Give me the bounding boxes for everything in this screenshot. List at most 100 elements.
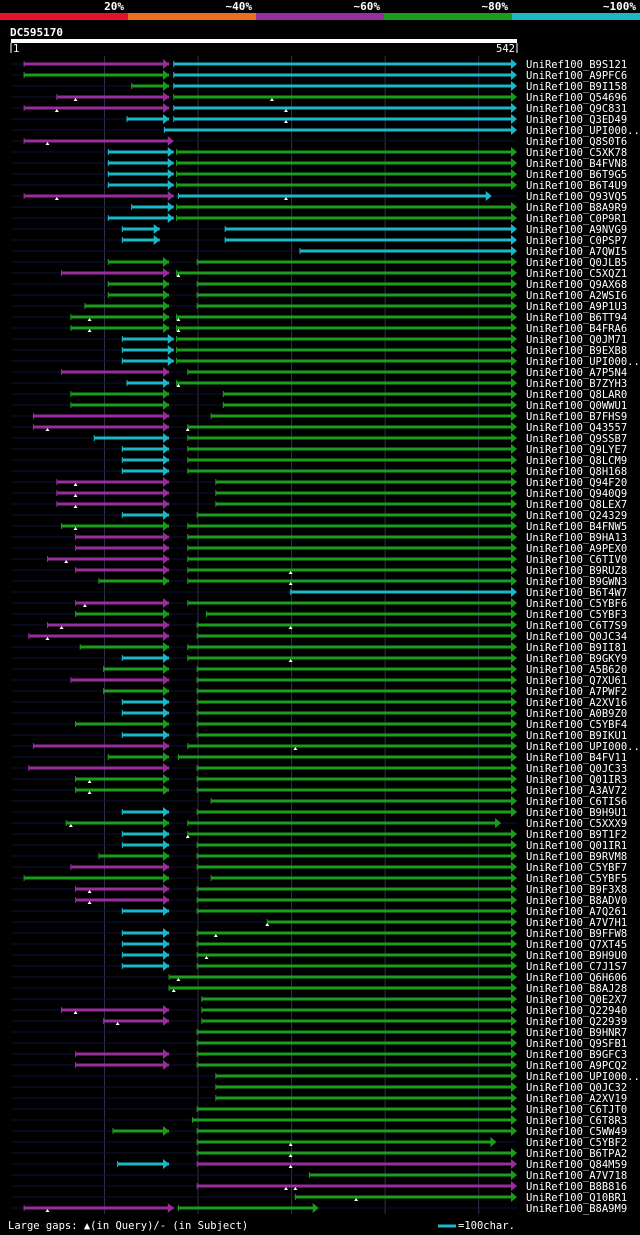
hit-row[interactable]: UniRef100_B9I158 (11, 81, 627, 93)
hit-row[interactable]: UniRef100_B7ZYH3 (11, 378, 627, 390)
hit-label[interactable]: UniRef100_Q0JC34 (526, 631, 627, 643)
hit-label[interactable]: UniRef100_B6TT94 (526, 312, 627, 324)
hit-row[interactable]: UniRef100_Q24329 (11, 510, 627, 522)
hit-label[interactable]: UniRef100_B9F3X8 (526, 884, 627, 896)
hit-label[interactable]: UniRef100_Q940Q9 (526, 488, 627, 500)
hit-row[interactable]: UniRef100_Q7XT45 (11, 939, 627, 951)
hit-row[interactable]: UniRef100_Q9SFB1 (11, 1038, 627, 1050)
hit-row[interactable]: UniRef100_Q8H168 (11, 466, 627, 478)
hit-row[interactable]: UniRef100_C5YBF6 (11, 598, 627, 610)
hit-row[interactable]: UniRef100_B8ADV0 (11, 895, 627, 907)
hit-row[interactable]: UniRef100_Q22940 (11, 1005, 627, 1017)
hit-row[interactable]: UniRef100_Q0WWU1 (11, 400, 627, 412)
hit-row[interactable]: UniRef100_Q8LAR0 (11, 389, 627, 401)
hit-row[interactable]: UniRef100_Q8S0T6 (11, 136, 627, 148)
hit-row[interactable]: UniRef100_B9IKU1 (11, 730, 627, 742)
hit-label[interactable]: UniRef100_B9GKY9 (526, 653, 627, 665)
hit-label[interactable]: UniRef100_UPI000.. (526, 1071, 640, 1083)
hit-label[interactable]: UniRef100_C5WW49 (526, 1126, 627, 1138)
hit-row[interactable]: UniRef100_Q10BR1 (11, 1192, 627, 1204)
hit-label[interactable]: UniRef100_Q7XU61 (526, 675, 627, 687)
hit-label[interactable]: UniRef100_C6T8R3 (526, 1115, 627, 1127)
hit-label[interactable]: UniRef100_B9H9U0 (526, 950, 627, 962)
hit-label[interactable]: UniRef100_C5YBF7 (526, 862, 627, 874)
hit-row[interactable]: UniRef100_B6T4W7 (11, 587, 627, 599)
hit-label[interactable]: UniRef100_Q0JC33 (526, 763, 627, 775)
hit-label[interactable]: UniRef100_B6T9G5 (526, 169, 627, 181)
hit-row[interactable]: UniRef100_B9HA13 (11, 532, 627, 544)
hit-label[interactable]: UniRef100_B8A9R9 (526, 202, 627, 214)
hit-row[interactable]: UniRef100_A9NVG9 (11, 224, 627, 236)
hit-label[interactable]: UniRef100_Q9SSB7 (526, 433, 627, 445)
hit-label[interactable]: UniRef100_Q8H168 (526, 466, 627, 478)
hit-label[interactable]: UniRef100_C5YBF4 (526, 719, 627, 731)
hit-row[interactable]: UniRef100_B4FV11 (11, 752, 627, 764)
hit-label[interactable]: UniRef100_B8AJ28 (526, 983, 627, 995)
hit-label[interactable]: UniRef100_B9HNR7 (526, 1027, 627, 1039)
hit-label[interactable]: UniRef100_C6TIS6 (526, 796, 627, 808)
hit-label[interactable]: UniRef100_B9FFW8 (526, 928, 627, 940)
hit-label[interactable]: UniRef100_C5YBF5 (526, 873, 627, 885)
hit-label[interactable]: UniRef100_A2XV19 (526, 1093, 627, 1105)
hit-row[interactable]: UniRef100_B8A9M9 (11, 1203, 627, 1215)
hit-row[interactable]: UniRef100_B4FRA6 (11, 323, 627, 335)
hit-row[interactable]: UniRef100_UPI000.. (11, 741, 640, 753)
hit-row[interactable]: UniRef100_B9II81 (11, 642, 627, 654)
hit-row[interactable]: UniRef100_B4FVN8 (11, 158, 627, 170)
hit-row[interactable]: UniRef100_A7QWI5 (11, 246, 627, 258)
hit-label[interactable]: UniRef100_Q9AX68 (526, 279, 627, 291)
hit-label[interactable]: UniRef100_C6TIV0 (526, 554, 627, 566)
hit-label[interactable]: UniRef100_B6TPA2 (526, 1148, 627, 1160)
hit-label[interactable]: UniRef100_B6T4U9 (526, 180, 627, 192)
hit-row[interactable]: UniRef100_C6TIV0 (11, 554, 627, 566)
hit-row[interactable]: UniRef100_Q9LYE7 (11, 444, 627, 456)
hit-row[interactable]: UniRef100_Q3ED49 (11, 114, 627, 126)
hit-row[interactable]: UniRef100_Q94F20 (11, 477, 627, 489)
hit-label[interactable]: UniRef100_A7QWI5 (526, 246, 627, 258)
hit-label[interactable]: UniRef100_Q24329 (526, 510, 627, 522)
hit-row[interactable]: UniRef100_B8A9R9 (11, 202, 627, 214)
hit-row[interactable]: UniRef100_Q0JC33 (11, 763, 627, 775)
hit-label[interactable]: UniRef100_C5XQZ1 (526, 268, 627, 280)
hit-label[interactable]: UniRef100_Q10BR1 (526, 1192, 627, 1204)
hit-label[interactable]: UniRef100_Q8LCM9 (526, 455, 627, 467)
hit-row[interactable]: UniRef100_Q7XU61 (11, 675, 627, 687)
hit-label[interactable]: UniRef100_Q43557 (526, 422, 627, 434)
hit-row[interactable]: UniRef100_Q22939 (11, 1016, 627, 1028)
hit-row[interactable]: UniRef100_UPI000.. (11, 125, 640, 137)
hit-row[interactable]: UniRef100_Q54696 (11, 92, 627, 104)
hit-row[interactable]: UniRef100_C0P9R1 (11, 213, 627, 225)
hit-row[interactable]: UniRef100_UPI000.. (11, 356, 640, 368)
hit-label[interactable]: UniRef100_B9GFC3 (526, 1049, 627, 1061)
hit-row[interactable]: UniRef100_A2XV16 (11, 697, 627, 709)
hit-label[interactable]: UniRef100_C5XK78 (526, 147, 627, 159)
hit-row[interactable]: UniRef100_B9FFW8 (11, 928, 627, 940)
hit-row[interactable]: UniRef100_C5XQZ1 (11, 268, 627, 280)
hit-label[interactable]: UniRef100_UPI000.. (526, 741, 640, 753)
hit-row[interactable]: UniRef100_C6T8R3 (11, 1115, 627, 1127)
hit-label[interactable]: UniRef100_B6T4W7 (526, 587, 627, 599)
hit-label[interactable]: UniRef100_A3AV72 (526, 785, 627, 797)
hit-row[interactable]: UniRef100_C6T7S9 (11, 620, 627, 632)
hit-row[interactable]: UniRef100_Q0JC34 (11, 631, 627, 643)
hit-row[interactable]: UniRef100_B8AJ28 (11, 983, 627, 995)
hit-label[interactable]: UniRef100_Q9C831 (526, 103, 627, 115)
hit-label[interactable]: UniRef100_B9HA13 (526, 532, 627, 544)
hit-row[interactable]: UniRef100_A5B620 (11, 664, 627, 676)
hit-row[interactable]: UniRef100_A7V7H1 (11, 917, 627, 929)
hit-label[interactable]: UniRef100_A9NVG9 (526, 224, 627, 236)
hit-row[interactable]: UniRef100_Q8LEX7 (11, 499, 627, 511)
hit-label[interactable]: UniRef100_Q7XT45 (526, 939, 627, 951)
hit-label[interactable]: UniRef100_A7V7H1 (526, 917, 627, 929)
hit-label[interactable]: UniRef100_B9RVM8 (526, 851, 627, 863)
hit-label[interactable]: UniRef100_C6TJT0 (526, 1104, 627, 1116)
hit-row[interactable]: UniRef100_B7FHS9 (11, 411, 627, 423)
hit-label[interactable]: UniRef100_A0B9Z0 (526, 708, 627, 720)
hit-label[interactable]: UniRef100_B9S121 (526, 59, 627, 71)
hit-label[interactable]: UniRef100_B4FRA6 (526, 323, 627, 335)
hit-label[interactable]: UniRef100_Q9LYE7 (526, 444, 627, 456)
hit-label[interactable]: UniRef100_B4FNW5 (526, 521, 627, 533)
hit-row[interactable]: UniRef100_C6TJT0 (11, 1104, 627, 1116)
hit-label[interactable]: UniRef100_A7V718 (526, 1170, 627, 1182)
hit-row[interactable]: UniRef100_C5YBF3 (11, 609, 627, 621)
